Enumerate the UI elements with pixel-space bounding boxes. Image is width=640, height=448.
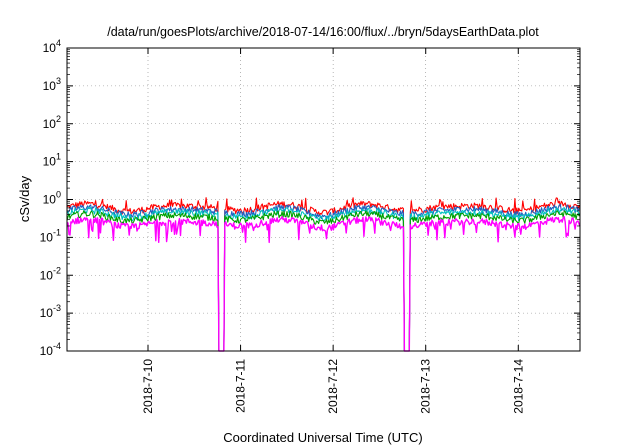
y-tick-label: 10-2	[40, 265, 61, 282]
y-tick-labels: 10-4 10-3 10-2 10-1 100 101 102 103 104	[40, 38, 61, 358]
x-axis-title: Coordinated Universal Time (UTC)	[223, 430, 422, 445]
y-tick-label: 10-1	[40, 227, 61, 244]
y-tick-label: 10-4	[40, 341, 61, 358]
x-tick-label: 2018-7-10	[141, 359, 155, 414]
series-line	[66, 206, 581, 352]
x-tick-label: 2018-7-14	[511, 359, 525, 414]
ticks	[67, 47, 580, 352]
x-tick-label: 2018-7-11	[234, 359, 248, 413]
y-tick-label: 10-3	[40, 303, 61, 320]
grid	[67, 48, 580, 351]
y-tick-label: 104	[43, 38, 61, 55]
y-tick-label: 103	[43, 76, 61, 93]
chart-title: /data/run/goesPlots/archive/2018-07-14/1…	[107, 25, 539, 39]
x-tick-label: 2018-7-12	[326, 359, 340, 414]
y-tick-label: 100	[43, 190, 61, 207]
y-axis-title: cSv/day	[17, 175, 32, 222]
x-tick-labels: 2018-7-10 2018-7-11 2018-7-12 2018-7-13 2018…	[141, 359, 525, 414]
series-line	[66, 203, 581, 352]
y-tick-label: 101	[43, 152, 61, 169]
x-tick-label: 2018-7-13	[419, 359, 433, 414]
series-line	[66, 216, 581, 352]
series-group	[66, 197, 581, 352]
series-line	[66, 210, 581, 352]
y-tick-label: 102	[43, 114, 61, 131]
